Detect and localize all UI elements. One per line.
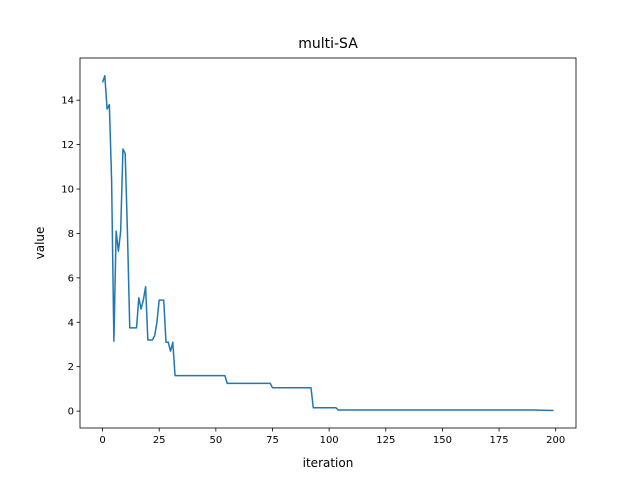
- y-tick-label: 12: [61, 140, 74, 151]
- y-tick-label: 2: [68, 362, 74, 373]
- y-tick-label: 14: [61, 96, 74, 107]
- y-tick-label: 4: [68, 318, 74, 329]
- x-tick-label: 100: [320, 435, 339, 446]
- x-tick-label: 175: [490, 435, 509, 446]
- y-tick-label: 8: [68, 229, 74, 240]
- x-tick-label: 125: [376, 435, 395, 446]
- axes-frame: [79, 57, 577, 429]
- y-tick-label: 10: [61, 185, 74, 196]
- x-tick-label: 25: [153, 435, 166, 446]
- y-tick-label: 6: [68, 273, 74, 284]
- x-tick-label: 50: [209, 435, 222, 446]
- x-tick-label: 0: [99, 435, 105, 446]
- series-line-0: [101, 75, 554, 412]
- axis-ticks: 0 25 50 75 100 125 150 175 200 0 2 4 6 8 10 12 14: [61, 96, 565, 446]
- x-axis-label: iteration: [303, 456, 354, 470]
- y-axis-label: value: [33, 227, 47, 260]
- x-tick-label: 150: [433, 435, 452, 446]
- plot-area: [79, 57, 577, 429]
- y-tick-label: 0: [68, 407, 74, 418]
- x-tick-label: 200: [546, 435, 565, 446]
- x-tick-label: 75: [266, 435, 279, 446]
- chart-title: multi-SA: [298, 36, 358, 52]
